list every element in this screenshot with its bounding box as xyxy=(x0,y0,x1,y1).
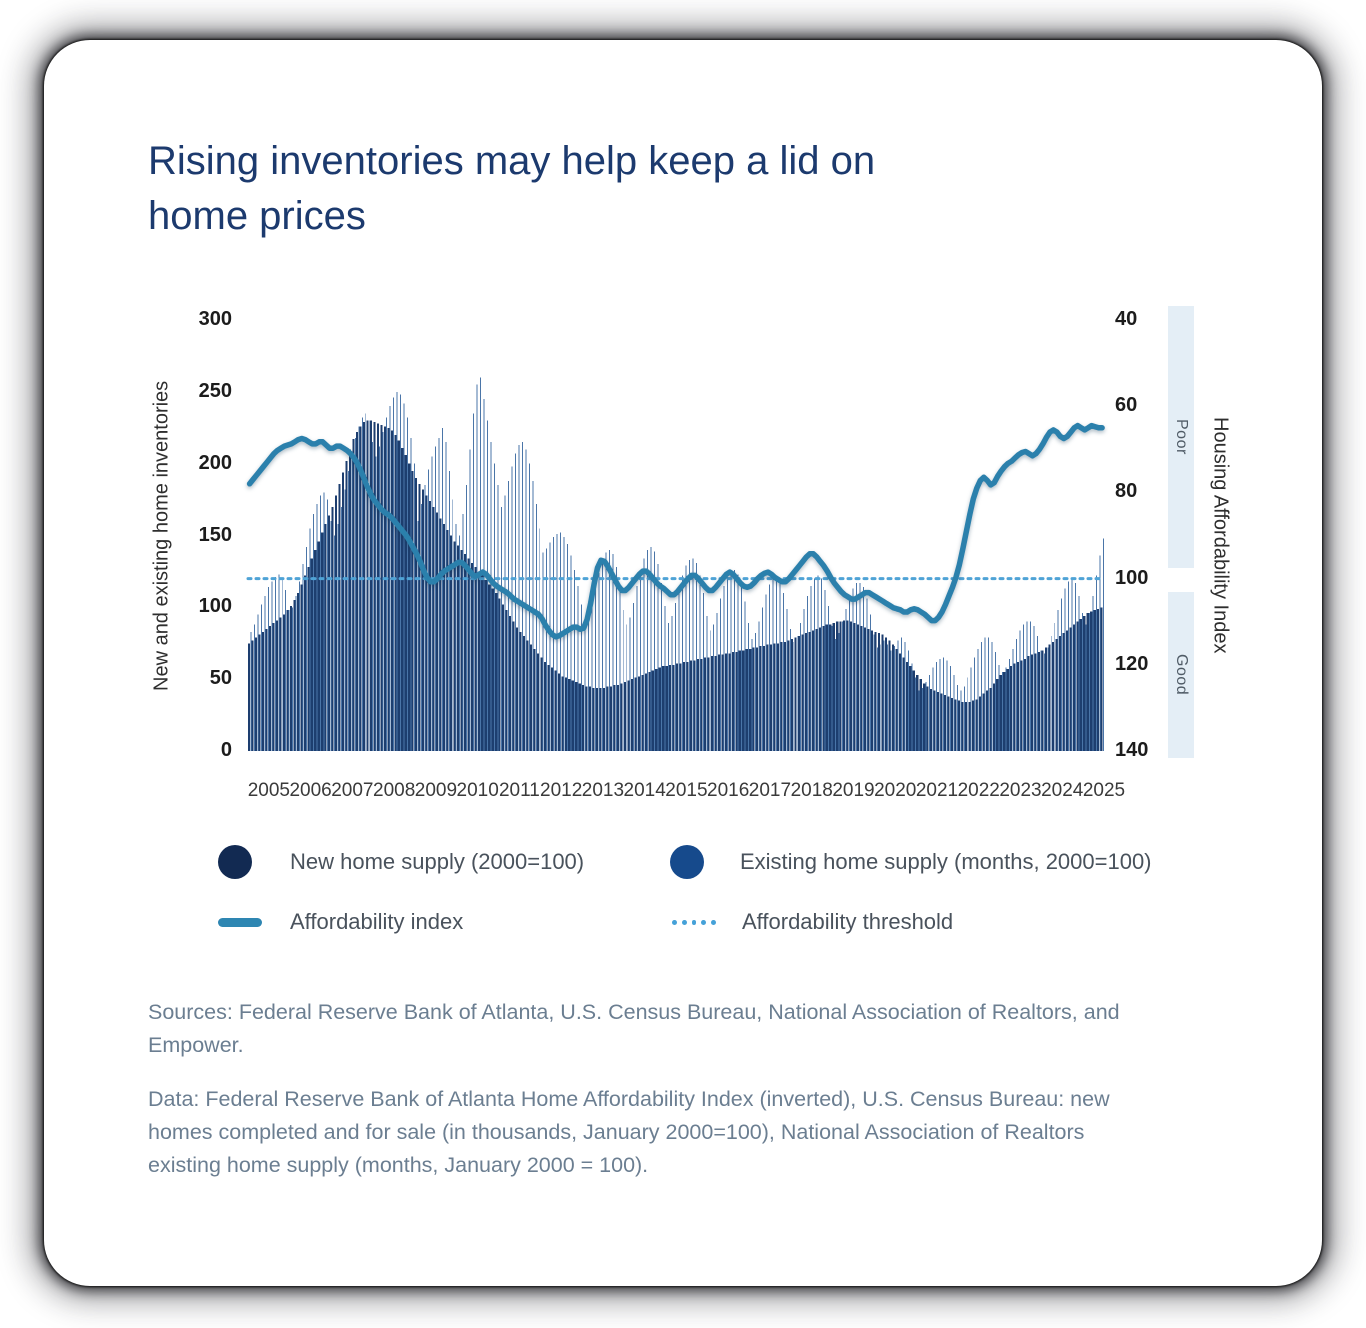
affordability-threshold-dots-icon xyxy=(672,919,716,925)
x-axis-year-2024: 2024 xyxy=(1041,780,1084,801)
good-zone-label: Good xyxy=(1173,654,1190,696)
left-axis-tick-50: 50 xyxy=(209,667,232,690)
new-home-supply-marker-icon xyxy=(218,845,252,879)
right-axis-tick-140: 140 xyxy=(1115,739,1149,762)
x-axis-year-2017: 2017 xyxy=(748,780,792,801)
left-axis-tick-100: 100 xyxy=(198,595,232,618)
chart-card: Rising inventories may help keep a lid o… xyxy=(44,40,1322,1286)
x-axis-year-2015: 2015 xyxy=(665,780,708,801)
sources-note: Sources: Federal Reserve Bank of Atlanta… xyxy=(148,1000,1120,1057)
x-axis-year-2014: 2014 xyxy=(623,780,666,801)
left-axis-tick-300: 300 xyxy=(198,308,232,331)
x-axis-year-2021: 2021 xyxy=(915,780,959,801)
x-axis-year-2018: 2018 xyxy=(790,780,833,801)
right-axis-tick-100: 100 xyxy=(1115,566,1149,589)
left-axis-tick-250: 250 xyxy=(198,379,232,402)
x-axis-year-2006: 2006 xyxy=(289,780,332,801)
data-note: Data: Federal Reserve Bank of Atlanta Ho… xyxy=(148,1087,1110,1177)
x-axis-year-2012: 2012 xyxy=(540,780,583,801)
legend-item-new-home-supply: New home supply (2000=100) xyxy=(218,845,584,879)
x-axis-year-2025: 2025 xyxy=(1082,780,1126,801)
poor-zone-strip: Poor xyxy=(1168,306,1194,568)
affordability-index-line xyxy=(246,422,1105,640)
left-axis-tick-200: 200 xyxy=(198,451,232,474)
affordability-index-line-icon xyxy=(218,917,262,927)
x-axis-year-2020: 2020 xyxy=(874,780,917,801)
right-axis-tick-40: 40 xyxy=(1115,308,1138,331)
x-axis-year-2005: 2005 xyxy=(247,780,291,801)
right-axis-tick-60: 60 xyxy=(1115,394,1138,417)
page-title: Rising inventories may help keep a lid o… xyxy=(148,139,876,238)
right-axis-tick-80: 80 xyxy=(1115,480,1138,503)
left-axis-tick-150: 150 xyxy=(198,523,232,546)
left-axis-tick-0: 0 xyxy=(220,739,232,762)
legend-label-affordability-index: Affordability index xyxy=(290,909,464,934)
legend-item-affordability-threshold: Affordability threshold xyxy=(672,909,953,935)
legend-label-affordability-threshold: Affordability threshold xyxy=(742,909,954,934)
x-axis-year-2010: 2010 xyxy=(456,780,499,801)
footnotes: Sources: Federal Reserve Bank of Atlanta… xyxy=(148,996,1156,1203)
legend-label-new-home-supply: New home supply (2000=100) xyxy=(290,849,585,874)
legend-item-existing-home-supply: Existing home supply (months, 2000=100) xyxy=(670,845,1152,879)
x-axis-year-2023: 2023 xyxy=(999,780,1042,801)
existing-home-supply-bars xyxy=(250,377,1104,751)
x-axis-year-2022: 2022 xyxy=(957,780,1000,801)
x-axis-year-2011: 2011 xyxy=(498,780,540,801)
right-axis-title: Housing Affordability Index xyxy=(1209,417,1232,654)
right-axis-tick-120: 120 xyxy=(1115,652,1149,675)
x-axis-year-2019: 2019 xyxy=(832,780,875,801)
poor-zone-label: Poor xyxy=(1173,419,1190,455)
good-zone-strip: Good xyxy=(1168,592,1194,758)
x-axis-year-2009: 2009 xyxy=(414,780,458,801)
legend-item-affordability-index: Affordability index xyxy=(218,909,463,935)
x-axis-year-2008: 2008 xyxy=(373,780,416,801)
new-home-supply-bars xyxy=(248,420,1103,751)
x-axis-year-2016: 2016 xyxy=(707,780,750,801)
x-axis-year-2013: 2013 xyxy=(581,780,625,801)
existing-home-supply-marker-icon xyxy=(670,845,704,879)
legend-label-existing-home-supply: Existing home supply (months, 2000=100) xyxy=(740,849,1152,874)
x-axis-year-2007: 2007 xyxy=(331,780,374,801)
